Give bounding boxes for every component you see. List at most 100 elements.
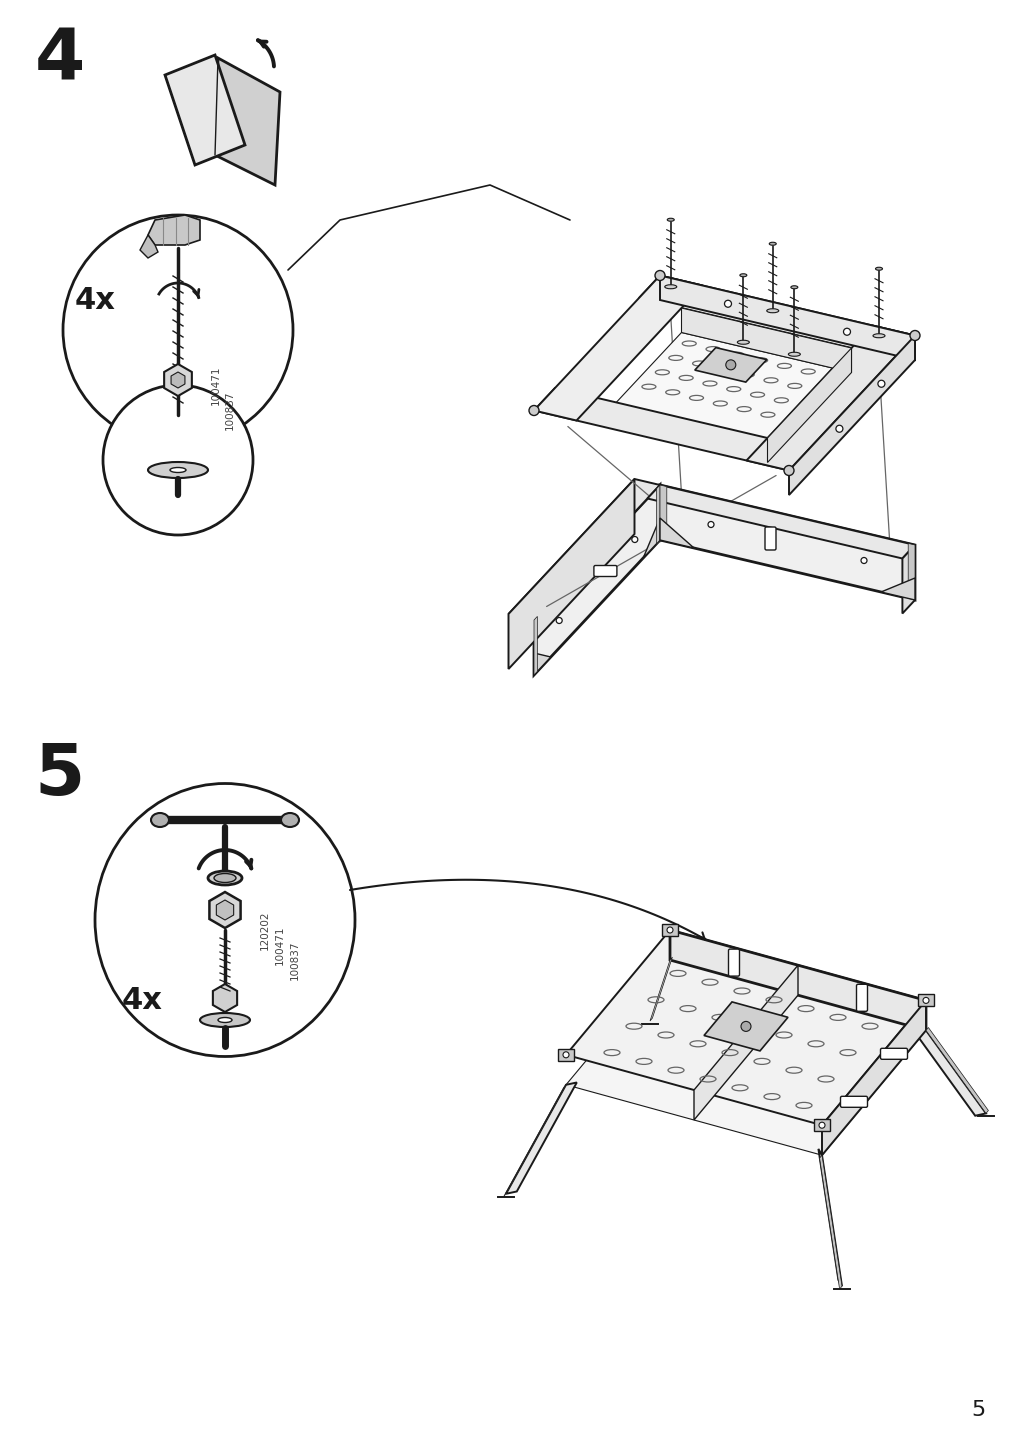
Circle shape	[835, 425, 842, 432]
Text: 100837: 100837	[290, 941, 299, 979]
Polygon shape	[565, 929, 925, 1126]
Polygon shape	[165, 54, 245, 165]
Polygon shape	[789, 335, 914, 495]
Polygon shape	[212, 984, 237, 1012]
Text: 4x: 4x	[75, 285, 115, 315]
Circle shape	[631, 537, 637, 543]
Circle shape	[818, 1123, 824, 1128]
Polygon shape	[746, 325, 914, 471]
Ellipse shape	[788, 352, 800, 357]
Circle shape	[63, 215, 293, 445]
Polygon shape	[902, 546, 914, 613]
Polygon shape	[914, 1031, 985, 1116]
Polygon shape	[881, 579, 914, 600]
Polygon shape	[695, 348, 766, 382]
Ellipse shape	[148, 463, 208, 478]
Circle shape	[784, 465, 794, 475]
Ellipse shape	[664, 285, 676, 289]
Text: 100471: 100471	[275, 925, 285, 965]
Polygon shape	[813, 1120, 829, 1131]
Ellipse shape	[95, 783, 355, 1057]
Polygon shape	[647, 485, 914, 558]
Polygon shape	[925, 1028, 988, 1114]
Circle shape	[922, 998, 928, 1004]
FancyBboxPatch shape	[593, 566, 617, 577]
Circle shape	[529, 405, 539, 415]
Polygon shape	[818, 1148, 841, 1286]
Polygon shape	[661, 924, 677, 937]
Polygon shape	[694, 965, 798, 1120]
Ellipse shape	[200, 1012, 250, 1027]
Polygon shape	[766, 348, 850, 463]
Ellipse shape	[281, 813, 298, 828]
Text: 5: 5	[34, 740, 85, 809]
Polygon shape	[659, 485, 666, 541]
Ellipse shape	[151, 813, 169, 828]
Text: 100471: 100471	[210, 365, 220, 405]
Circle shape	[724, 301, 731, 308]
Circle shape	[857, 994, 864, 1001]
Polygon shape	[821, 1001, 925, 1156]
Ellipse shape	[666, 218, 673, 222]
FancyBboxPatch shape	[840, 1097, 866, 1107]
Polygon shape	[506, 1083, 576, 1194]
Text: 100837: 100837	[224, 391, 235, 430]
Polygon shape	[649, 957, 671, 1021]
Circle shape	[740, 1021, 750, 1031]
Polygon shape	[659, 485, 914, 600]
Ellipse shape	[170, 467, 186, 473]
Polygon shape	[649, 959, 673, 1027]
Ellipse shape	[739, 274, 746, 276]
Polygon shape	[534, 616, 537, 674]
Circle shape	[730, 959, 737, 967]
Polygon shape	[508, 478, 659, 620]
Text: 120202: 120202	[260, 911, 270, 949]
Polygon shape	[643, 518, 659, 558]
Circle shape	[860, 557, 866, 564]
Polygon shape	[534, 485, 659, 674]
Polygon shape	[565, 959, 925, 1156]
Polygon shape	[680, 308, 850, 372]
Circle shape	[849, 1098, 856, 1106]
Polygon shape	[209, 892, 241, 928]
Polygon shape	[534, 275, 702, 421]
Polygon shape	[140, 235, 158, 258]
Text: 4x: 4x	[121, 985, 163, 1014]
Circle shape	[562, 1051, 568, 1058]
Polygon shape	[216, 899, 234, 919]
Ellipse shape	[790, 286, 797, 289]
Circle shape	[890, 1050, 897, 1057]
Polygon shape	[503, 1085, 565, 1197]
Polygon shape	[534, 653, 550, 674]
Polygon shape	[534, 388, 809, 471]
Circle shape	[556, 617, 562, 623]
Polygon shape	[638, 275, 914, 358]
Circle shape	[654, 271, 664, 281]
Ellipse shape	[766, 309, 778, 312]
Circle shape	[842, 328, 849, 335]
Circle shape	[666, 927, 672, 934]
Circle shape	[877, 381, 884, 387]
Circle shape	[708, 521, 714, 527]
Ellipse shape	[213, 874, 236, 882]
Text: 5: 5	[970, 1400, 984, 1421]
Polygon shape	[656, 485, 659, 544]
Ellipse shape	[208, 871, 242, 885]
Circle shape	[725, 359, 735, 369]
Polygon shape	[214, 59, 280, 185]
Polygon shape	[164, 364, 192, 397]
Polygon shape	[508, 478, 634, 669]
Polygon shape	[907, 543, 914, 600]
Ellipse shape	[217, 1018, 232, 1022]
Polygon shape	[659, 518, 694, 548]
Polygon shape	[557, 1048, 573, 1061]
Polygon shape	[669, 929, 925, 1031]
Polygon shape	[596, 332, 850, 463]
Ellipse shape	[875, 268, 882, 271]
Polygon shape	[171, 372, 185, 388]
Ellipse shape	[872, 334, 885, 338]
FancyBboxPatch shape	[880, 1048, 907, 1060]
Polygon shape	[148, 215, 200, 245]
Polygon shape	[659, 275, 914, 359]
Polygon shape	[819, 1156, 841, 1289]
